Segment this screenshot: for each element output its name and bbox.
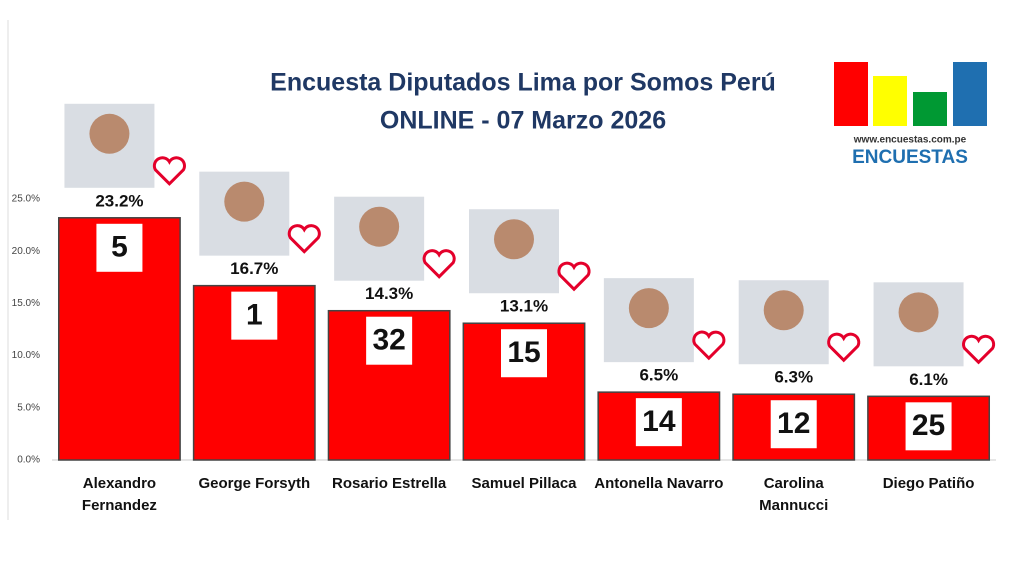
list-number: 32: [372, 324, 405, 357]
y-tick-label: 5.0%: [17, 402, 40, 413]
number-box: [96, 223, 143, 272]
logo-block: [913, 92, 947, 126]
y-tick-label: 10.0%: [12, 350, 40, 361]
party-heart: [962, 334, 996, 365]
party-heart: [827, 332, 861, 363]
party-heart: [557, 261, 591, 292]
y-tick-label: 25.0%: [12, 194, 40, 205]
list-number: 14: [642, 405, 676, 438]
list-number: 12: [777, 407, 810, 440]
number-box: [366, 316, 413, 365]
candidate-head: [89, 113, 130, 154]
list-number: 25: [912, 409, 945, 442]
x-tick-label: George Forsyth: [198, 475, 311, 492]
logo-block: [873, 76, 907, 126]
party-heart: [422, 249, 456, 279]
number-box: [770, 400, 817, 449]
value-label: 6.1%: [909, 370, 948, 389]
x-tick-label: Alexandro Fernandez: [81, 475, 157, 514]
candidate-head: [359, 206, 400, 247]
candidate-head: [628, 288, 669, 329]
list-number: 15: [507, 336, 540, 369]
candidate-head: [494, 219, 534, 260]
x-tick-label: Carolina Mannucci: [759, 475, 829, 514]
list-number: 5: [111, 231, 128, 264]
x-tick-label: Rosario Estrella: [332, 475, 447, 492]
value-label: 6.5%: [639, 366, 678, 385]
number-box: [635, 398, 682, 447]
y-tick-label: 0.0%: [17, 455, 40, 466]
party-heart: [152, 156, 186, 186]
number-box: [501, 329, 547, 378]
logo: www.encuestas.com.pe ENCUESTAS: [834, 62, 987, 168]
list-number: 1: [246, 299, 263, 332]
candidate-head: [898, 292, 939, 333]
logo-url: www.encuestas.com.pe: [853, 135, 967, 146]
logo-name: ENCUESTAS: [852, 147, 968, 168]
x-tick-label: Samuel Pillaca: [471, 475, 577, 492]
candidate-head: [763, 290, 804, 331]
chart-subtitle: ONLINE - 07 Marzo 2026: [380, 107, 666, 135]
logo-block: [953, 62, 987, 126]
logo-block: [834, 62, 868, 126]
value-label: 16.7%: [230, 259, 278, 278]
party-heart: [287, 224, 321, 254]
value-label: 13.1%: [500, 297, 548, 316]
number-box: [231, 291, 278, 340]
party-heart: [692, 330, 726, 361]
value-label: 6.3%: [774, 368, 813, 387]
y-tick-label: 20.0%: [12, 246, 40, 257]
x-tick-label: Antonella Navarro: [594, 475, 724, 492]
y-tick-label: 15.0%: [12, 298, 40, 309]
number-box: [905, 402, 952, 451]
x-tick-label: Diego Patiño: [882, 475, 975, 492]
value-label: 14.3%: [365, 284, 413, 303]
value-label: 23.2%: [95, 191, 143, 210]
chart-title: Encuesta Diputados Lima por Somos Perú: [270, 69, 776, 97]
candidate-head: [224, 181, 265, 222]
